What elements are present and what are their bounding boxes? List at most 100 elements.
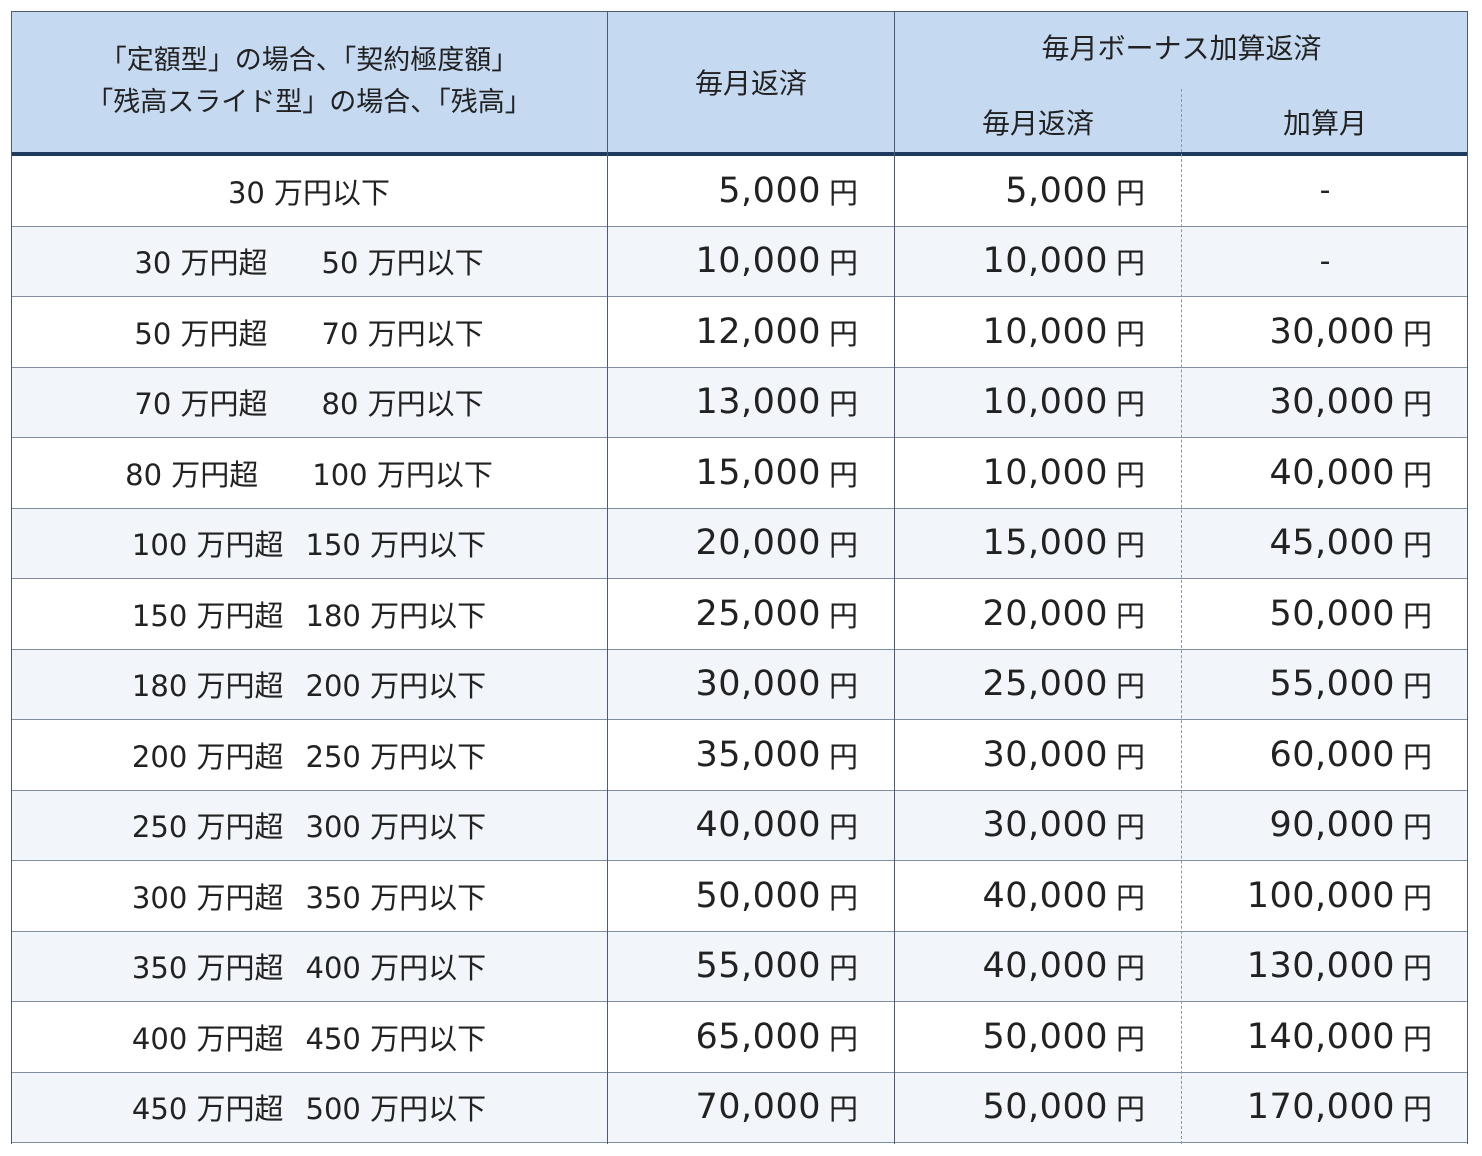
- table-row: 50 万円超 70 万円以下 12,000 円 10,000 円 30,000 円: [11, 297, 1468, 368]
- bonus-add-cell: 30,000 円: [1182, 297, 1468, 367]
- table-body: 30 万円以下 5,000 円 5,000 円 -30 万円超 50 万円以下 10,000 円…: [11, 156, 1468, 1143]
- amount-value: 50,000: [982, 1087, 1108, 1128]
- amount-value: 10,000: [982, 241, 1108, 282]
- yen-unit: 円: [828, 1092, 858, 1127]
- amount-value: 30,000: [1269, 311, 1395, 352]
- yen-unit: 円: [828, 880, 858, 915]
- amount-value: 30,000: [1269, 382, 1395, 423]
- table-row: 400 万円超 450 万円以下 65,000 円 50,000 円 140,000 円: [11, 1002, 1468, 1073]
- range-cell: 30 万円以下: [11, 156, 607, 226]
- range-cell: 180 万円超 200 万円以下: [11, 650, 607, 720]
- bonus-monthly-cell: 20,000 円: [895, 579, 1181, 649]
- yen-unit: 円: [828, 598, 858, 633]
- bonus-monthly-cell: 40,000 円: [895, 861, 1181, 931]
- header-range-line2: 「残高スライド型」の場合、「残高」: [86, 86, 532, 118]
- yen-unit: 円: [828, 739, 858, 774]
- yen-unit: 円: [1115, 669, 1145, 704]
- table-header: 「定額型」の場合、「契約極度額」 「残高スライド型」の場合、「残高」 毎月返済 …: [11, 11, 1468, 152]
- table-row: 250 万円超 300 万円以下 40,000 円 30,000 円 90,000 円: [11, 790, 1468, 861]
- bonus-add-cell: 55,000 円: [1182, 650, 1468, 720]
- bonus-add-cell: 50,000 円: [1182, 579, 1468, 649]
- amount-value: 10,000: [982, 452, 1108, 493]
- bonus-monthly-cell: 10,000 円: [895, 227, 1181, 297]
- bonus-monthly-cell: 30,000 円: [895, 791, 1181, 861]
- monthly-cell: 35,000 円: [608, 720, 894, 790]
- yen-unit: 円: [1115, 528, 1145, 563]
- table-border-left: [11, 11, 12, 1144]
- range-cell: 80 万円超 100 万円以下: [11, 438, 607, 508]
- range-to: 70 万円以下: [321, 316, 484, 351]
- bonus-monthly-cell: 40,000 円: [895, 932, 1181, 1002]
- amount-value: 10,000: [982, 311, 1108, 352]
- bonus-add-cell: 45,000 円: [1182, 509, 1468, 579]
- header-range: 「定額型」の場合、「契約極度額」 「残高スライド型」の場合、「残高」: [11, 11, 607, 152]
- monthly-cell: 13,000 円: [608, 368, 894, 438]
- monthly-cell: 55,000 円: [608, 932, 894, 1002]
- yen-unit: 円: [1115, 598, 1145, 633]
- range-to: 500 万円以下: [305, 1092, 487, 1127]
- table-row: 70 万円超 80 万円以下 13,000 円 10,000 円 30,000 円: [11, 367, 1468, 438]
- range-to: 80 万円以下: [321, 387, 484, 422]
- bonus-monthly-cell: 25,000 円: [895, 650, 1181, 720]
- range-from: 450 万円超: [131, 1092, 284, 1127]
- range-cell: 450 万円超 500 万円以下: [11, 1073, 607, 1143]
- yen-unit: 円: [828, 810, 858, 845]
- col-divider-2: [894, 11, 895, 1144]
- range-from: 50 万円超: [134, 316, 268, 351]
- range-from: 150 万円超: [131, 598, 284, 633]
- range-from: 30 万円以下: [227, 175, 391, 210]
- amount-value: 40,000: [982, 946, 1108, 987]
- amount-value: 12,000: [695, 311, 821, 352]
- range-to: 300 万円以下: [305, 810, 487, 845]
- monthly-cell: 12,000 円: [608, 297, 894, 367]
- yen-unit: 円: [1402, 457, 1432, 492]
- amount-value: 25,000: [982, 664, 1108, 705]
- yen-unit: 円: [828, 175, 858, 210]
- yen-unit: 円: [1115, 739, 1145, 774]
- table-border-right: [1467, 11, 1468, 1144]
- amount-value: 30,000: [695, 664, 821, 705]
- range-cell: 200 万円超 250 万円以下: [11, 720, 607, 790]
- range-cell: 250 万円超 300 万円以下: [11, 791, 607, 861]
- bonus-add-cell: 40,000 円: [1182, 438, 1468, 508]
- monthly-cell: 65,000 円: [608, 1002, 894, 1072]
- amount-value: 5,000: [1005, 170, 1108, 211]
- monthly-cell: 25,000 円: [608, 579, 894, 649]
- amount-value: 15,000: [695, 452, 821, 493]
- amount-value: 70,000: [695, 1087, 821, 1128]
- amount-value: 50,000: [1269, 593, 1395, 634]
- amount-value: 15,000: [982, 523, 1108, 564]
- yen-unit: 円: [828, 387, 858, 422]
- amount-value: 40,000: [982, 875, 1108, 916]
- yen-unit: 円: [1402, 387, 1432, 422]
- range-to: 200 万円以下: [305, 669, 487, 704]
- table-border-top: [11, 11, 1468, 12]
- range-cell: 150 万円超 180 万円以下: [11, 579, 607, 649]
- amount-value: 20,000: [695, 523, 821, 564]
- amount-value: 30,000: [982, 734, 1108, 775]
- header-rule: [11, 152, 1468, 156]
- bonus-add-cell: -: [1319, 243, 1331, 279]
- table-row: 80 万円超 100 万円以下 15,000 円 10,000 円 40,000 円: [11, 438, 1468, 509]
- table-row: 300 万円超 350 万円以下 50,000 円 40,000 円 100,000 円: [11, 861, 1468, 932]
- monthly-cell: 15,000 円: [608, 438, 894, 508]
- bonus-monthly-cell: 10,000 円: [895, 438, 1181, 508]
- range-to: 100 万円以下: [312, 457, 493, 492]
- range-from: 300 万円超: [131, 880, 284, 915]
- table-row: 150 万円超 180 万円以下 25,000 円 20,000 円 50,000 円: [11, 579, 1468, 650]
- yen-unit: 円: [1115, 175, 1145, 210]
- yen-unit: 円: [1402, 528, 1432, 563]
- monthly-cell: 50,000 円: [608, 861, 894, 931]
- yen-unit: 円: [1402, 316, 1432, 351]
- amount-value: 13,000: [695, 382, 821, 423]
- yen-unit: 円: [1402, 951, 1432, 986]
- bonus-monthly-cell: 50,000 円: [895, 1002, 1181, 1072]
- yen-unit: 円: [1115, 457, 1145, 492]
- range-from: 70 万円超: [134, 387, 268, 422]
- bonus-monthly-cell: 15,000 円: [895, 509, 1181, 579]
- range-to: 150 万円以下: [305, 528, 487, 563]
- yen-unit: 円: [1402, 669, 1432, 704]
- header-monthly: 毎月返済: [694, 66, 807, 100]
- amount-value: 65,000: [695, 1016, 821, 1057]
- yen-unit: 円: [1402, 1021, 1432, 1056]
